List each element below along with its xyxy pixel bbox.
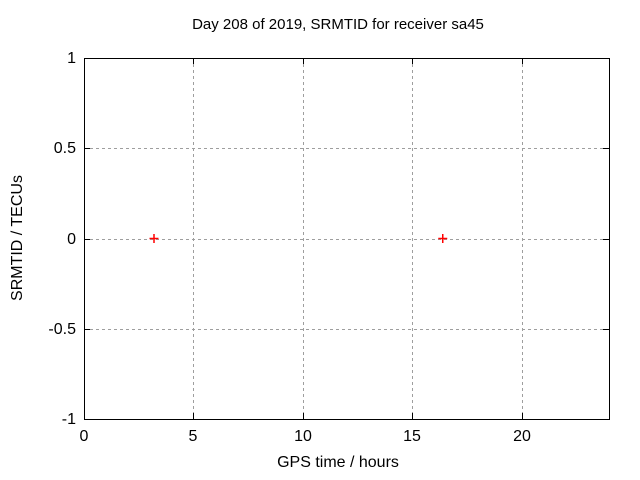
data-point-marker xyxy=(149,234,159,243)
y-axis-label: SRMTID / TECUs xyxy=(9,175,26,301)
y-tick-label: 0.5 xyxy=(54,140,76,157)
y-tick-label: 0 xyxy=(67,231,76,248)
y-tick-label: -0.5 xyxy=(48,321,76,338)
x-axis-label: GPS time / hours xyxy=(277,454,399,471)
x-tick-label: 20 xyxy=(513,428,531,445)
gridlines xyxy=(84,58,609,419)
x-tick-label: 5 xyxy=(189,428,198,445)
x-tick-label: 10 xyxy=(294,428,312,445)
chart-title: Day 208 of 2019, SRMTID for receiver sa4… xyxy=(192,16,484,33)
y-tick-label: 1 xyxy=(67,50,76,67)
axis-ticks xyxy=(84,58,609,420)
y-tick-label: -1 xyxy=(62,411,76,428)
x-tick-label: 0 xyxy=(80,428,89,445)
x-tick-labels: 0 5 10 15 20 xyxy=(80,428,531,445)
data-point-marker xyxy=(438,234,448,243)
plot-border xyxy=(84,58,610,420)
data-points xyxy=(149,234,448,243)
x-tick-label: 15 xyxy=(403,428,421,445)
y-tick-labels: -1 -0.5 0 0.5 1 xyxy=(48,50,76,428)
